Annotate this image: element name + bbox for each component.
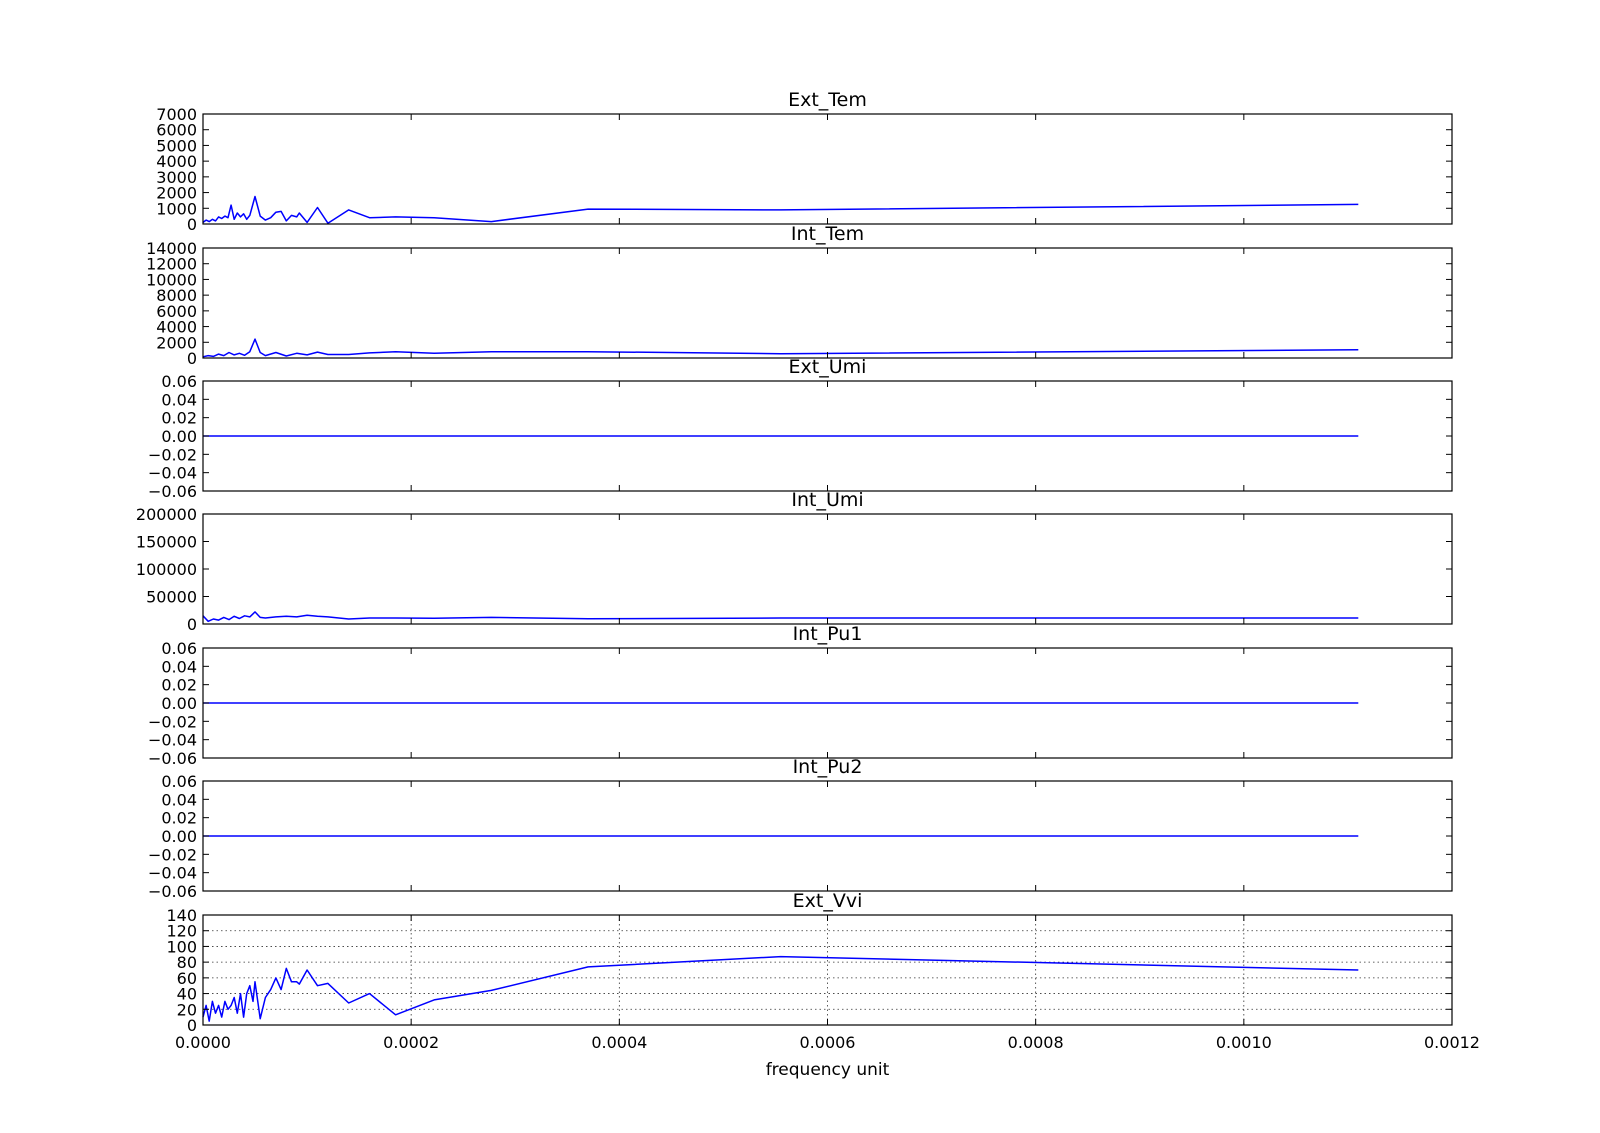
- y-tick-label: 150000: [136, 533, 197, 552]
- subplot-title: Int_Umi: [791, 489, 863, 511]
- y-tick-label: 6000: [156, 302, 197, 321]
- axes-frame: [202, 513, 1453, 625]
- x-tick-label: 0.0002: [383, 1033, 439, 1052]
- subplot-title: Ext_Vvi: [793, 890, 863, 912]
- y-tick-label: −0.02: [148, 445, 197, 464]
- y-tick-label: 140: [166, 906, 197, 925]
- y-tick-label: 80: [177, 953, 197, 972]
- y-tick-label: 0.06: [161, 772, 197, 791]
- y-tick-label: 7000: [156, 105, 197, 124]
- y-tick-label: −0.02: [148, 712, 197, 731]
- series-line: [202, 611, 1359, 623]
- axes-frame: [202, 113, 1453, 225]
- y-tick-label: 0.00: [161, 694, 197, 713]
- x-tick-label: 0.0000: [175, 1033, 231, 1052]
- y-tick-label: 0.06: [161, 372, 197, 391]
- x-tick-label: 0.0012: [1424, 1033, 1480, 1052]
- y-tick-label: 4000: [156, 318, 197, 337]
- x-axis-label: frequency unit: [766, 1060, 890, 1080]
- x-tick-label: 0.0008: [1008, 1033, 1064, 1052]
- subplot-title: Ext_Umi: [789, 356, 867, 378]
- y-tick-label: 40: [177, 985, 197, 1004]
- y-tick-label: 6000: [156, 121, 197, 140]
- y-tick-label: −0.04: [148, 864, 197, 883]
- subplot-title: Int_Tem: [791, 223, 864, 245]
- x-tick-label: 0.0010: [1216, 1033, 1272, 1052]
- y-tick-label: 200000: [136, 505, 197, 524]
- y-tick-label: 0: [187, 215, 197, 234]
- y-tick-label: 14000: [146, 239, 197, 258]
- y-tick-label: 0.04: [161, 790, 197, 809]
- y-tick-label: −0.02: [148, 845, 197, 864]
- y-tick-label: 5000: [156, 136, 197, 155]
- y-tick-label: 60: [177, 969, 197, 988]
- series-line: [202, 195, 1359, 224]
- y-tick-label: 0.06: [161, 639, 197, 658]
- subplot-title: Ext_Tem: [788, 89, 867, 111]
- axes-frame: [202, 247, 1453, 359]
- y-tick-label: −0.06: [148, 749, 197, 768]
- y-tick-label: 2000: [156, 333, 197, 352]
- series-line: [202, 955, 1359, 1022]
- x-tick-label: 0.0006: [800, 1033, 856, 1052]
- y-tick-label: −0.04: [148, 731, 197, 750]
- y-tick-label: 100: [166, 937, 197, 956]
- y-tick-label: 0.04: [161, 390, 197, 409]
- y-tick-label: 0: [187, 349, 197, 368]
- y-tick-label: 1000: [156, 199, 197, 218]
- y-tick-label: 20: [177, 1000, 197, 1019]
- y-tick-label: 2000: [156, 184, 197, 203]
- y-tick-label: 50000: [146, 588, 197, 607]
- y-tick-label: 0.04: [161, 657, 197, 676]
- y-tick-label: 0.02: [161, 409, 197, 428]
- y-tick-label: 3000: [156, 168, 197, 187]
- y-tick-label: 0.00: [161, 827, 197, 846]
- y-tick-label: 0.00: [161, 427, 197, 446]
- y-tick-label: 100000: [136, 560, 197, 579]
- y-tick-label: 0: [187, 1016, 197, 1035]
- series-line: [202, 338, 1359, 358]
- y-tick-label: 4000: [156, 152, 197, 171]
- y-tick-label: 0.02: [161, 676, 197, 695]
- y-tick-label: 120: [166, 922, 197, 941]
- x-tick-label: 0.0004: [591, 1033, 647, 1052]
- y-tick-label: 8000: [156, 286, 197, 305]
- subplot-title: Int_Pu1: [793, 623, 863, 645]
- subplot-title: Int_Pu2: [793, 756, 863, 778]
- y-tick-label: −0.06: [148, 882, 197, 901]
- y-tick-label: 0.02: [161, 809, 197, 828]
- y-tick-label: −0.04: [148, 464, 197, 483]
- y-tick-label: 10000: [146, 270, 197, 289]
- y-tick-label: −0.06: [148, 482, 197, 501]
- y-tick-label: 0: [187, 615, 197, 634]
- y-tick-label: 12000: [146, 255, 197, 274]
